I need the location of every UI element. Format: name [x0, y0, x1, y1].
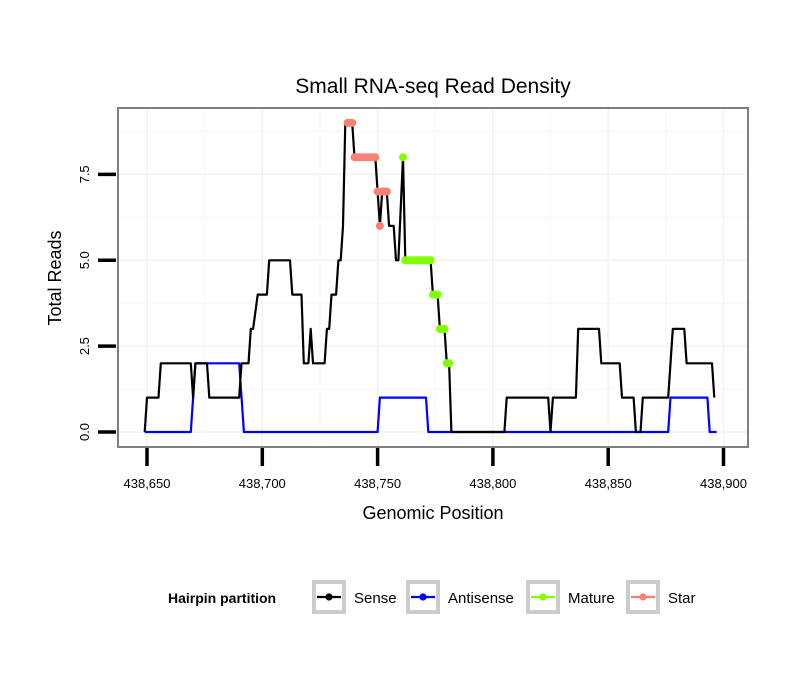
mature-point — [445, 359, 454, 368]
legend: Hairpin partition Sense Antisense Mature St… — [168, 580, 696, 614]
x-tick-label: 438,750 — [354, 476, 401, 491]
series-layer — [143, 118, 717, 434]
legend-item-antisense: Antisense — [406, 580, 514, 614]
y-axis: 0.0 2.5 5.0 7.5 — [77, 165, 116, 441]
chart-title: Small RNA-seq Read Density — [295, 75, 571, 98]
mature-point — [440, 324, 449, 333]
x-tick-label: 438,650 — [124, 476, 171, 491]
legend-label: Antisense — [448, 590, 514, 607]
x-axis: 438,650 438,700 438,750 438,800 438,850 438,9… — [124, 448, 747, 491]
sense-line — [143, 121, 716, 434]
plot-panel-border — [117, 107, 749, 448]
legend-key-point — [639, 593, 647, 601]
legend-label: Star — [668, 590, 696, 607]
legend-key-point — [539, 593, 547, 601]
mature-point — [433, 290, 442, 299]
y-tick-label: 2.5 — [77, 337, 92, 355]
y-tick-label: 7.5 — [77, 165, 92, 183]
x-tick-label: 438,700 — [239, 476, 286, 491]
legend-key-point — [325, 593, 333, 601]
x-tick-label: 438,900 — [700, 476, 747, 491]
x-tick-label: 438,800 — [469, 476, 516, 491]
legend-item-sense: Sense — [312, 580, 397, 614]
plot-panel-background — [118, 108, 748, 447]
legend-label: Sense — [354, 590, 397, 607]
x-axis-title: Genomic Position — [362, 503, 503, 523]
star-point — [382, 187, 391, 196]
y-tick-label: 5.0 — [77, 251, 92, 269]
legend-title: Hairpin partition — [168, 590, 276, 606]
legend-item-star: Star — [626, 580, 696, 614]
mature-point — [398, 153, 407, 162]
legend-key-point — [419, 593, 427, 601]
y-tick-label: 0.0 — [77, 423, 92, 441]
legend-label: Mature — [568, 590, 615, 607]
mature-point — [426, 256, 435, 265]
legend-item-mature: Mature — [526, 580, 615, 614]
star-point — [375, 221, 384, 230]
y-axis-title: Total Reads — [45, 230, 65, 325]
star-point — [371, 153, 380, 162]
x-tick-label: 438,850 — [585, 476, 632, 491]
star-point — [348, 118, 357, 127]
gridlines — [118, 108, 748, 447]
